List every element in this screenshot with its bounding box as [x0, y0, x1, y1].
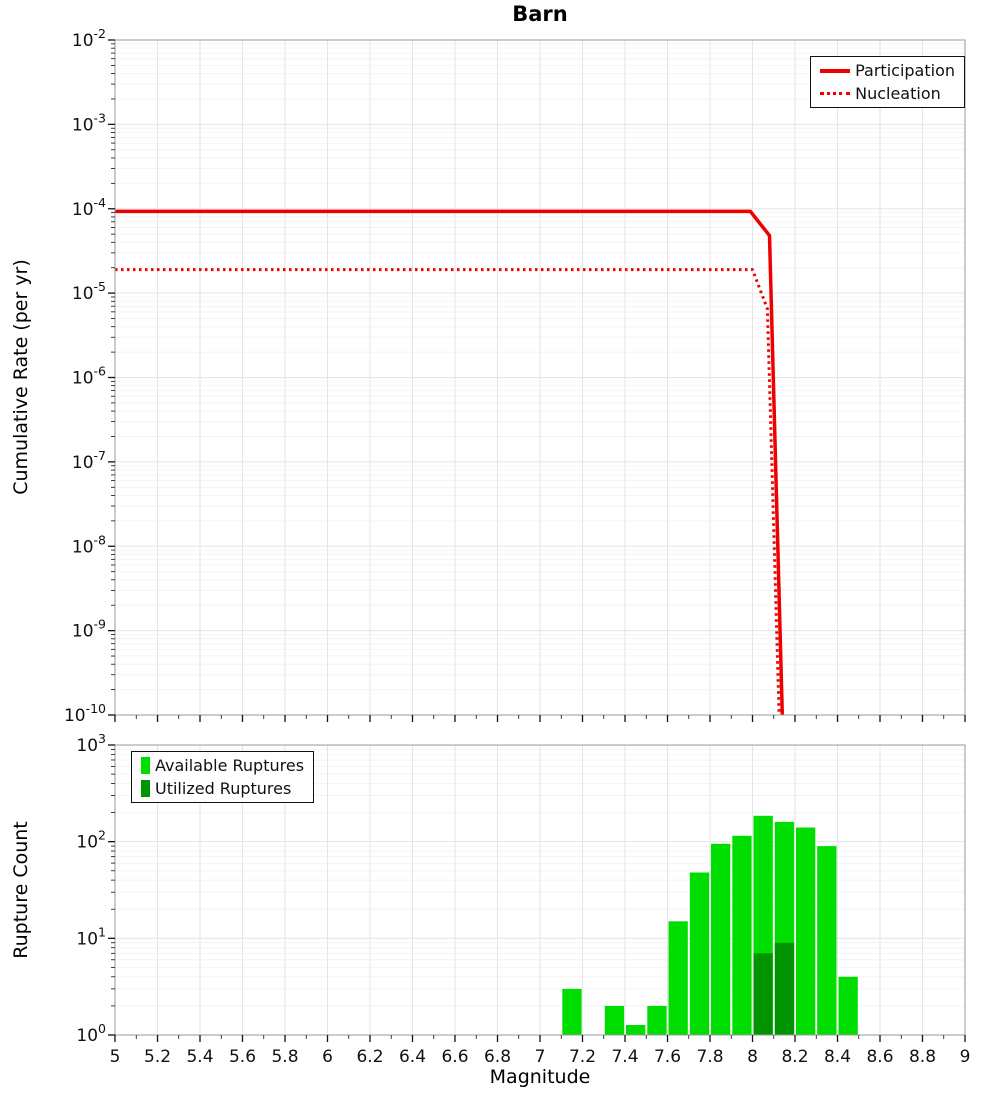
x-tick-label: 7.6 [654, 1047, 681, 1067]
available-ruptures-legend-label: Available Ruptures [155, 756, 305, 775]
y-tick-label: 103 [76, 731, 106, 756]
rupture-count-bar [796, 827, 816, 1035]
nucleation-line [115, 268, 781, 716]
y-tick-label: 10-3 [72, 110, 106, 135]
top-chart-legend: Participation Nucleation [810, 56, 965, 109]
x-tick-label: 6 [322, 1047, 333, 1067]
x-tick-label: 7.2 [569, 1047, 596, 1067]
y-tick-label: 10-8 [72, 532, 106, 557]
x-tick-label: 5 [110, 1047, 121, 1067]
y-tick-label: 10-5 [72, 279, 106, 304]
legend-entry-utilized-ruptures: Utilized Ruptures [141, 778, 304, 798]
x-tick-label: 7.4 [611, 1047, 638, 1067]
available-ruptures-swatch [141, 757, 150, 775]
y-tick-label: 10-6 [72, 364, 106, 389]
chart-title: Barn [512, 2, 568, 26]
legend-entry-available-ruptures: Available Ruptures [141, 757, 304, 775]
participation-legend-label: Participation [855, 61, 955, 80]
nucleation-legend-label: Nucleation [855, 83, 941, 103]
participation-line [115, 209, 785, 716]
rupture-count-bar [647, 1005, 667, 1035]
top-y-axis-label: Cumulative Rate (per yr) [10, 259, 32, 495]
x-tick-label: 8.6 [866, 1047, 893, 1067]
rupture-count-bar [711, 843, 731, 1035]
legend-entry-nucleation: Nucleation [820, 83, 955, 103]
x-tick-label: 9 [960, 1047, 971, 1067]
rupture-count-bar [626, 1025, 646, 1035]
bottom-chart-legend: Available Ruptures Utilized Ruptures [131, 751, 315, 804]
x-tick-label: 6.2 [356, 1047, 383, 1067]
x-tick-label: 5.2 [144, 1047, 171, 1067]
x-axis-label: Magnitude [489, 1066, 591, 1088]
x-tick-label: 6.6 [441, 1047, 468, 1067]
participation-line-swatch [820, 68, 851, 73]
y-tick-label: 10-7 [72, 448, 106, 473]
x-tick-label: 7.8 [696, 1047, 723, 1067]
x-tick-label: 8 [747, 1047, 758, 1067]
x-tick-label: 6.4 [399, 1047, 426, 1067]
x-tick-label: 8.2 [781, 1047, 808, 1067]
rupture-count-bar [689, 872, 710, 1035]
rupture-count-bar [668, 921, 688, 1035]
x-tick-label: 8.8 [909, 1047, 936, 1067]
rupture-count-bar [604, 1005, 625, 1035]
x-tick-label: 8.4 [824, 1047, 851, 1067]
rupture-count-bar [562, 988, 582, 1035]
rupture-count-bar [732, 835, 752, 1035]
x-tick-label: 6.8 [484, 1047, 511, 1067]
bottom-y-axis-label: Rupture Count [10, 821, 32, 959]
rupture-count-bar [774, 942, 795, 1035]
y-tick-label: 10-9 [72, 617, 106, 642]
utilized-ruptures-legend-label: Utilized Ruptures [155, 778, 292, 798]
rupture-count-bar [753, 953, 773, 1035]
y-tick-label: 101 [76, 924, 106, 949]
y-tick-label: 100 [76, 1021, 106, 1046]
legend-entry-participation: Participation [820, 62, 955, 80]
x-tick-label: 5.6 [229, 1047, 256, 1067]
y-tick-label: 102 [76, 828, 106, 853]
nucleation-line-swatch [820, 91, 851, 95]
utilized-ruptures-swatch [141, 779, 150, 797]
y-tick-label: 10-10 [64, 701, 106, 726]
rupture-count-bar [817, 846, 837, 1035]
x-tick-label: 5.4 [186, 1047, 213, 1067]
top-chart: 10-10 10-9 10-8 10-7 10-6 10-5 10-4 10-3 10-2 [64, 26, 966, 726]
rupture-count-bar [838, 976, 858, 1035]
y-tick-label: 10-2 [72, 26, 106, 51]
y-tick-label: 10-4 [72, 195, 106, 220]
x-tick-label: 7 [535, 1047, 546, 1067]
x-tick-label: 5.8 [271, 1047, 298, 1067]
